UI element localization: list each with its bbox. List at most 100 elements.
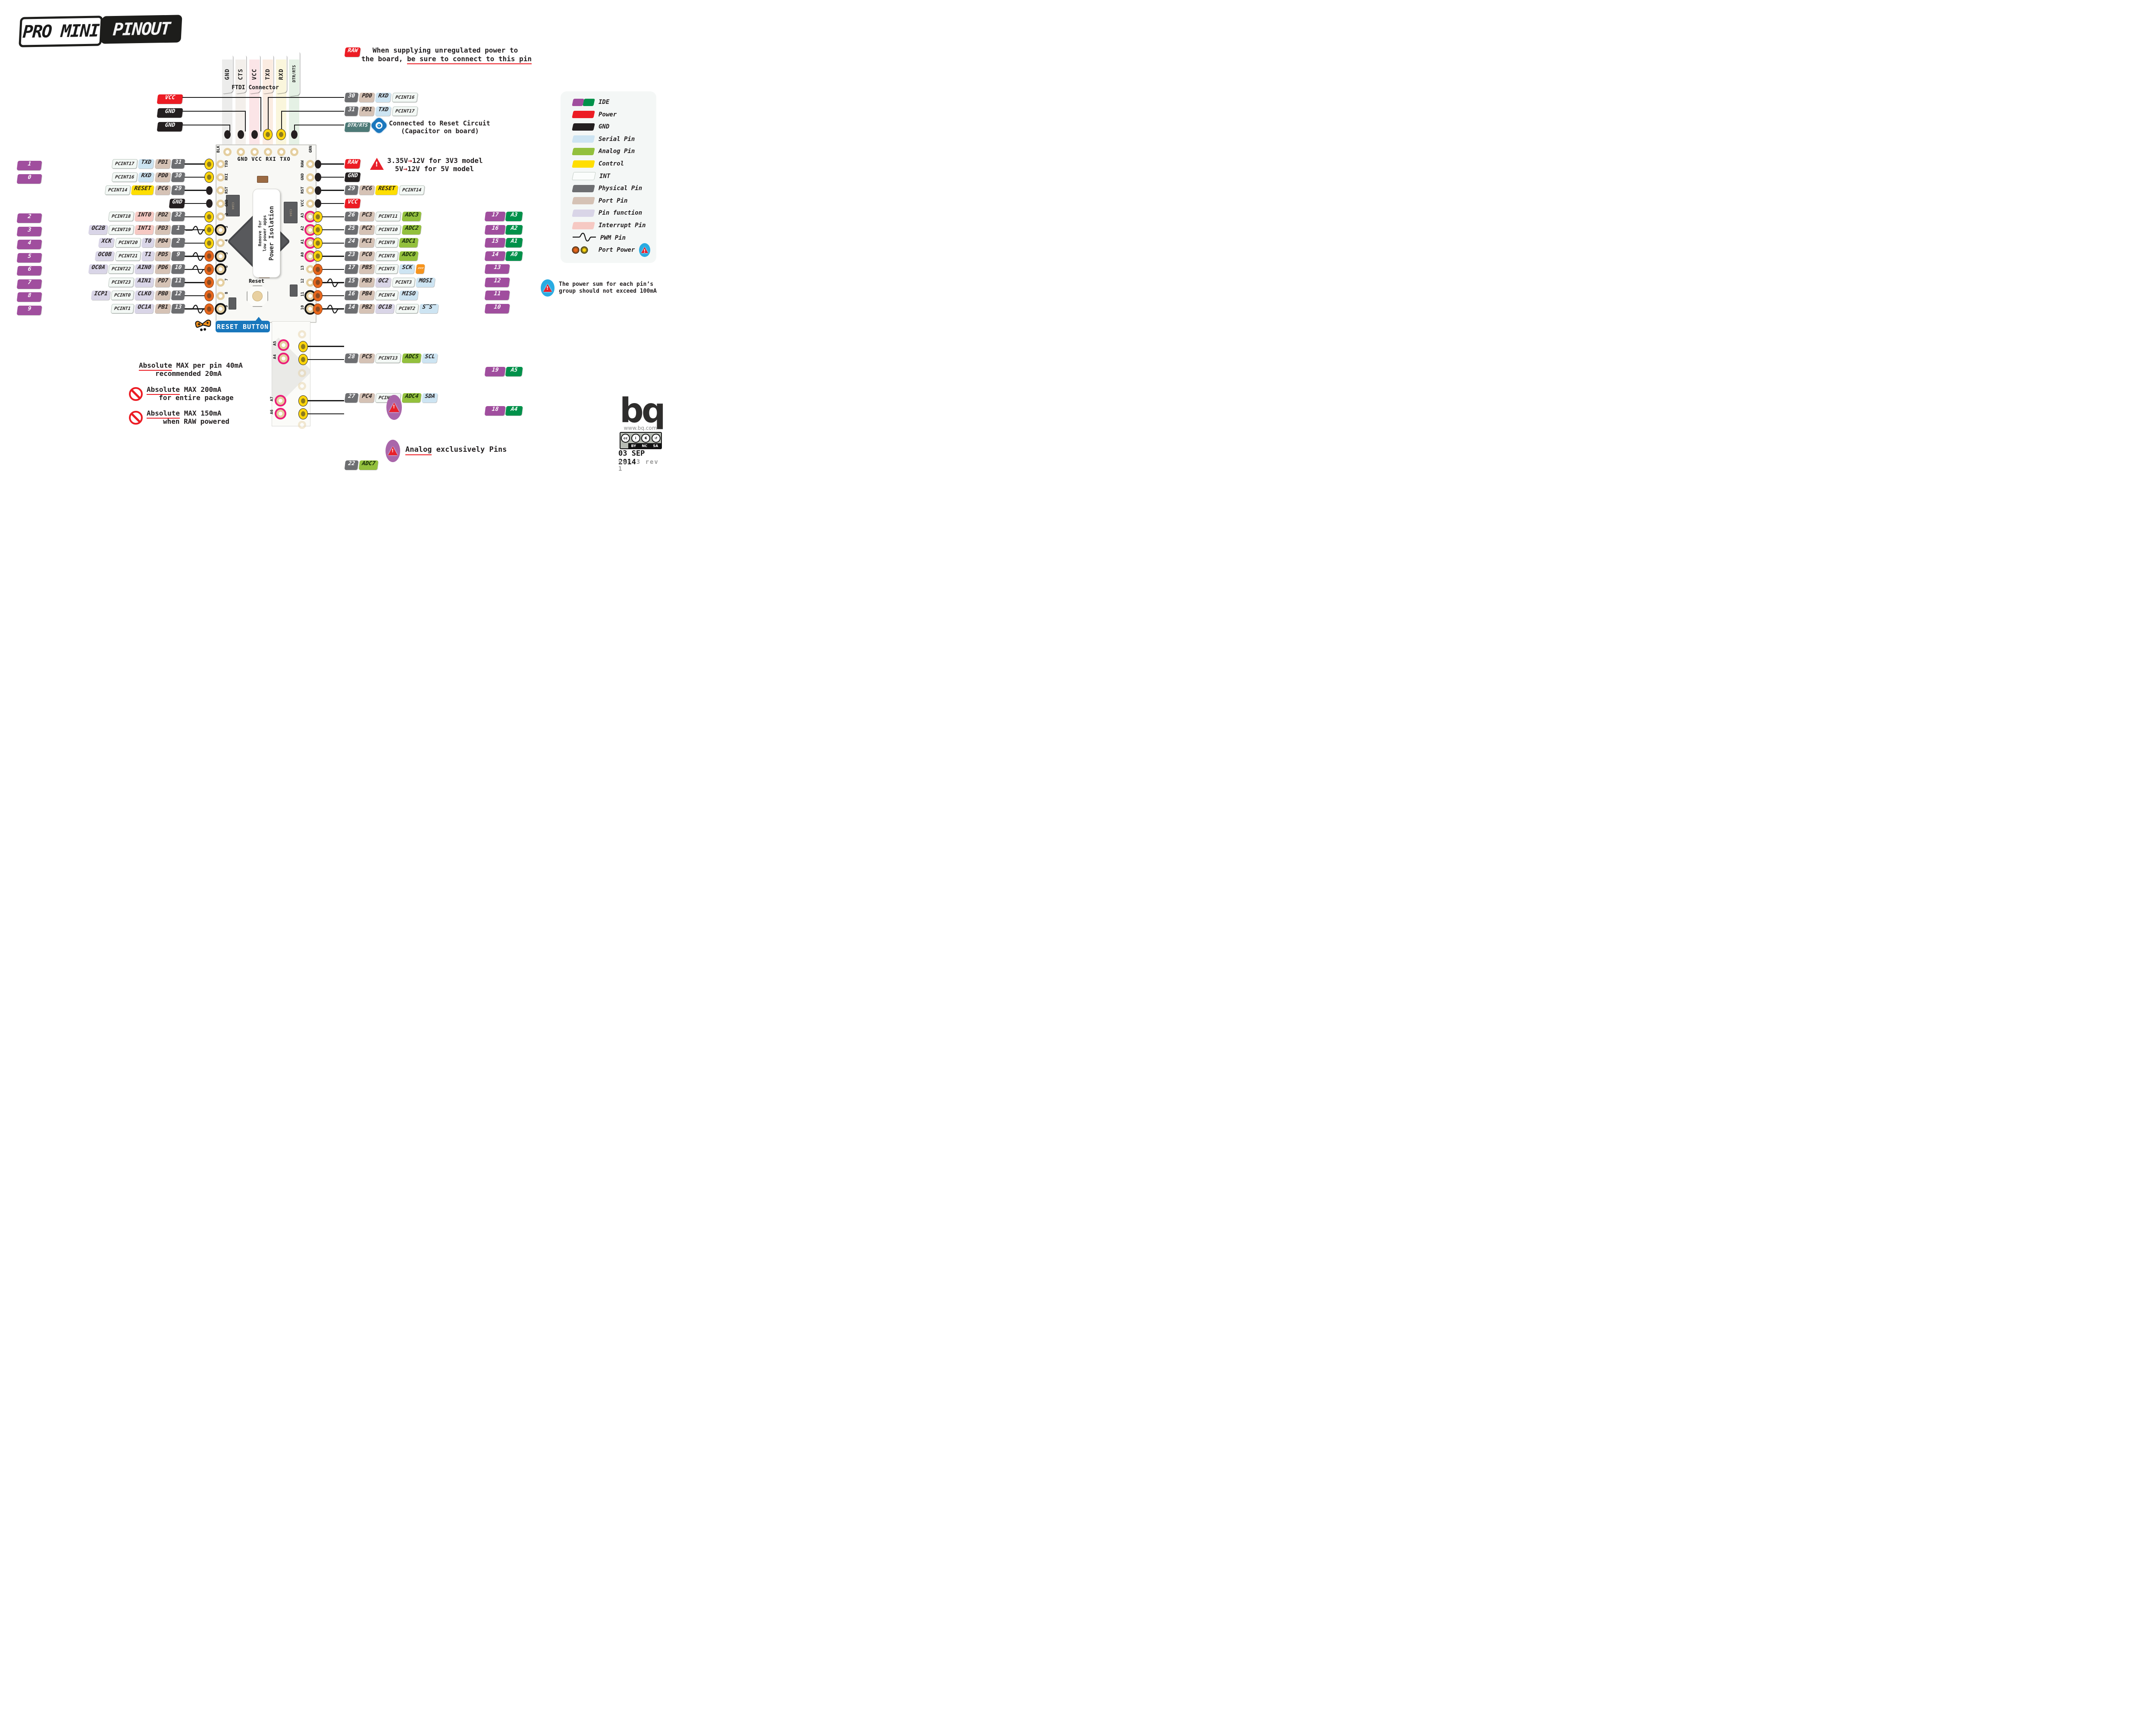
smd-component [257,176,268,183]
pin-row: 14 PB2 OC1B PCINT2 S̅S̅ [320,304,492,314]
voltage-3v3-to: 12V for 3V3 model [412,156,483,165]
pin-row: 5 OC0B PCINT21 T1 PD5 9 [16,251,209,263]
wire [185,242,206,244]
pad-center [207,161,211,167]
pin-box-pc1: PC1 [358,238,375,248]
ftdi-pin-rxd: RXD [276,54,287,94]
pin-box-pd3: PD3 [154,225,171,235]
pin-box-a0: A0 [505,251,523,261]
wire [268,97,269,130]
pin-box-pc4: PC4 [358,393,375,403]
pin-box-pd1: PD1 [358,106,375,116]
left-edge-label-gnd: GND [225,200,229,207]
pin-box-pb4: PB4 [358,291,375,300]
raw-note-line2: the board, be sure to connect to this pi… [361,55,532,64]
ide-slot: 2 [16,212,42,223]
pad-center [207,306,211,312]
pin-row: VCC [344,198,492,209]
left-edge-label-9: 9 [225,305,229,307]
pin-box-adc7: ADC7 [358,460,379,470]
analog-word: Analog [405,445,432,455]
wire [229,125,231,131]
pin-row: 16 PB4 PCINT4 MISO [344,291,492,300]
pin-box-14: 14 [344,304,359,314]
left-pin-rows: 1 PCINT17 TXD PD1 31 0 PCINT16 RXD PD0 30 PCINT14 R… [16,159,209,317]
pin-box-pd0: PD0 [358,93,375,102]
pin-box-27: 27 [344,393,359,403]
pad-center [207,293,211,298]
legend-label: Physical Pin [599,185,642,192]
ftdi-pin-dtr-rts: DTR/RTS [288,51,300,97]
pin-box-pcint19: PCINT19 [108,225,135,235]
wire [185,282,206,283]
reset-button[interactable] [247,285,268,307]
warning-underlined: Absolute [147,409,180,419]
legend-swatch-gnd [572,123,595,131]
port-power-dot-yellow [298,354,308,365]
pin-row: 30 PD0 RXD PCINT16 [344,93,418,103]
raw-badge: RAW [344,46,361,57]
port-power-dot-yellow [204,158,214,170]
pad-center [316,280,320,285]
legend-label: Analog Pin [599,148,635,155]
pin-tail: 13 [484,264,541,274]
cc-terms: BY NC SA [628,443,661,448]
pad-center [316,306,320,312]
pin-box-oc1a: OC1A [134,304,154,314]
voltage-3v3-from: 3.35V [387,156,408,165]
pin-box-pd6: PD6 [154,264,171,274]
pwm-wave-icon [185,225,209,237]
wire [185,295,206,297]
pad-center [207,253,211,259]
pin-box-adc2: ADC2 [401,225,422,235]
cc-icon: cc [621,434,630,443]
wire [185,216,206,217]
pin-box-29: 29 [171,185,185,195]
pin-box-pcint16: PCINT16 [111,172,138,182]
pwm-wave-icon [320,278,343,289]
cc-sa-icon: ↺ [651,434,661,443]
pin-tail [485,199,541,209]
pin-row: RAW [344,159,492,169]
pin-box-24: 24 [344,238,359,248]
port-power-dot-orange [313,263,323,275]
voltage-note-line1: 3.35V→12V for 3V3 model [387,156,483,165]
port-power-dot-orange [204,290,214,301]
warning-triangle-icon [641,247,649,254]
legend-swatch-power [572,111,595,119]
pin-box-32: 32 [171,212,185,222]
pin-box-29: 29 [344,185,359,195]
pin-tail [485,172,541,182]
legend-item-pwm-pin: PWM Pin [573,232,656,243]
port-power-swatch [573,247,594,253]
pad-center [316,266,320,272]
pin-box-pcint22: PCINT22 [108,264,135,274]
ide-slot: 7 [16,278,42,289]
dtr-rts-badge: DTR/RTS [344,120,371,132]
pin-box-23: 23 [344,251,359,261]
pin-box-25: 25 [344,225,359,235]
pcb-hole [250,147,259,156]
pin-box-22: 22 [344,460,359,470]
reset-circuit-note2: (Capacitor on board) [401,127,479,135]
pcb-hole [216,186,225,195]
pin-box-adc0: ADC0 [399,251,419,261]
pin-box-15: 15 [344,277,359,287]
pin-box-pd1: PD1 [154,159,171,169]
legend-item-port-pin: Port Pin [572,196,656,206]
pcb-hole [223,147,232,156]
title-pro-mini: PRO MINI [19,16,103,47]
wire [268,97,344,98]
raw-note-line2b: be sure to connect to this pin [407,55,532,64]
connector-label-gnd-1: GND [157,106,183,118]
ide-slot: 9 [16,304,42,316]
right-edge-label-a0: A0 [301,252,305,257]
right-edge-label-12: 12 [301,278,305,284]
pad-center [316,240,320,246]
led-arrows-icon: ↗↗↗ [415,264,425,274]
port-power-dot-black [314,186,321,195]
pin-box-pcint21: PCINT21 [115,251,141,261]
title-pinout: PINOUT [100,15,182,44]
pin-tail: 19 A5 [484,366,666,377]
pin-box-int0: INT0 [134,212,154,222]
